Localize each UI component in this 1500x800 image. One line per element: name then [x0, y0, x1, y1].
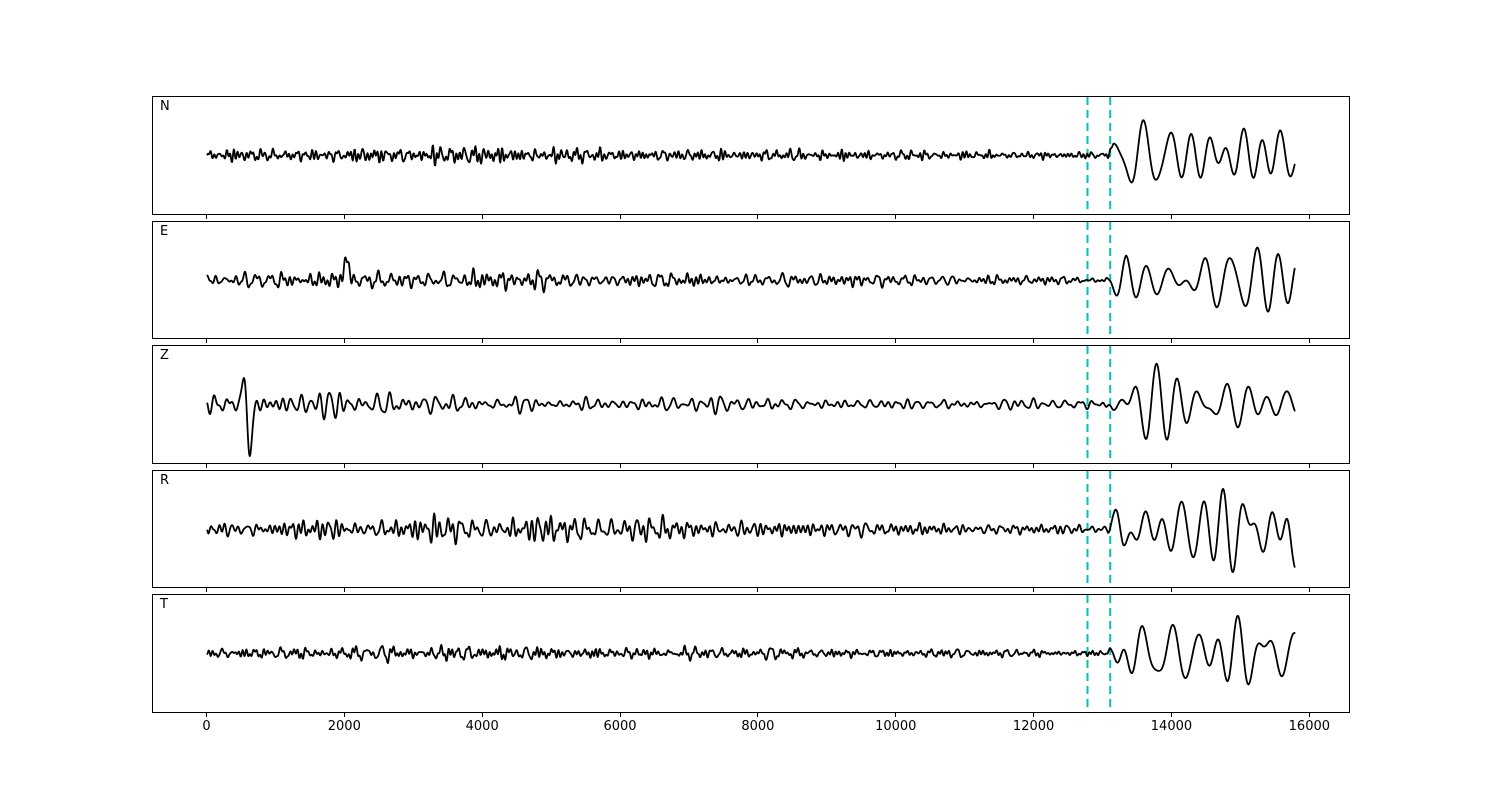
channel-label-t: T [160, 597, 168, 613]
x-tick-mark [343, 339, 345, 344]
x-tick-mark [1033, 713, 1035, 717]
x-tick-mark [205, 339, 207, 344]
x-tick-label-0: 0 [202, 719, 211, 734]
channel-label-n: N [160, 99, 170, 114]
x-tick-label-14000: 14000 [1150, 719, 1193, 734]
waveform-plot-z [206, 346, 1296, 463]
x-tick-label-2000: 2000 [327, 719, 361, 734]
trace-panel-e: E [152, 220, 1350, 340]
channel-label-z: Z [160, 348, 169, 364]
x-tick-mark [619, 713, 621, 717]
x-tick-mark [757, 463, 759, 468]
x-tick-label-4000: 4000 [465, 719, 499, 734]
x-tick-mark [1308, 588, 1310, 593]
x-tick-mark [895, 713, 897, 717]
x-tick-mark [757, 339, 759, 344]
x-tick-mark [619, 463, 621, 468]
x-tick-mark [481, 713, 483, 717]
trace-panel-t: T [152, 594, 1350, 713]
x-tick-mark [205, 463, 207, 468]
x-tick-mark [1033, 339, 1035, 344]
x-tick-mark [343, 713, 345, 717]
channel-label-e: E [160, 223, 169, 239]
channel-label-r: R [160, 472, 170, 488]
x-tick-mark [1308, 214, 1310, 219]
x-tick-mark [205, 214, 207, 219]
x-tick-mark [1308, 713, 1310, 717]
trace-panel-z: Z [152, 345, 1350, 464]
x-tick-label-8000: 8000 [741, 719, 775, 734]
x-tick-mark [895, 339, 897, 344]
seismogram-trace-n [206, 119, 1296, 184]
x-tick-mark [481, 339, 483, 344]
x-tick-mark [343, 214, 345, 219]
x-tick-mark [1308, 339, 1310, 344]
x-tick-mark [895, 214, 897, 219]
x-tick-mark [481, 588, 483, 593]
waveform-plot-t [206, 595, 1296, 712]
seismogram-trace-t [206, 615, 1296, 686]
x-tick-mark [205, 713, 207, 717]
x-tick-mark [1033, 588, 1035, 593]
x-tick-mark [1170, 713, 1172, 717]
seismogram-trace-r [206, 487, 1296, 573]
waveform-plot-n [206, 97, 1296, 214]
x-tick-mark [619, 339, 621, 344]
x-tick-mark [1170, 214, 1172, 219]
x-tick-mark [757, 713, 759, 717]
x-tick-label-16000: 16000 [1288, 719, 1331, 734]
x-tick-mark [1170, 339, 1172, 344]
x-tick-mark [895, 463, 897, 468]
x-tick-mark [619, 588, 621, 593]
x-tick-mark [619, 214, 621, 219]
waveform-plot-r [206, 470, 1296, 588]
trace-panel-n: N [152, 96, 1350, 215]
trace-panel-r: R [152, 469, 1350, 589]
x-tick-label-6000: 6000 [603, 719, 637, 734]
x-tick-mark [481, 463, 483, 468]
x-tick-mark [1033, 214, 1035, 219]
x-tick-mark [343, 463, 345, 468]
x-tick-mark [895, 588, 897, 593]
x-tick-mark [757, 214, 759, 219]
x-tick-mark [481, 214, 483, 219]
x-tick-mark [205, 588, 207, 593]
x-tick-mark [1033, 463, 1035, 468]
x-tick-label-12000: 12000 [1012, 719, 1055, 734]
x-tick-mark [343, 588, 345, 593]
seismogram-trace-z [206, 362, 1296, 458]
x-tick-mark [757, 588, 759, 593]
x-tick-mark [1308, 463, 1310, 468]
seismogram-trace-e [206, 246, 1296, 313]
x-tick-mark [1170, 588, 1172, 593]
x-tick-mark [1170, 463, 1172, 468]
x-tick-label-10000: 10000 [875, 719, 917, 734]
waveform-plot-e [206, 221, 1296, 339]
